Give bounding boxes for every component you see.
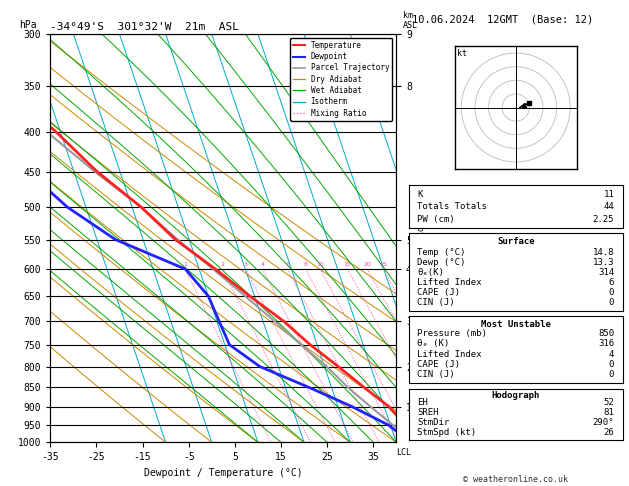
Text: 0: 0 [609, 288, 614, 296]
Text: 13.3: 13.3 [593, 258, 614, 266]
Text: PW (cm): PW (cm) [418, 215, 455, 224]
Text: 6: 6 [286, 262, 289, 267]
Text: 11: 11 [603, 190, 614, 199]
Text: EH: EH [418, 399, 428, 407]
Text: 52: 52 [603, 399, 614, 407]
Text: LCL: LCL [396, 449, 411, 457]
Text: StmSpd (kt): StmSpd (kt) [418, 428, 477, 436]
Text: Dewp (°C): Dewp (°C) [418, 258, 466, 266]
Text: 26: 26 [603, 428, 614, 436]
Text: -34°49'S  301°32'W  21m  ASL: -34°49'S 301°32'W 21m ASL [50, 22, 239, 32]
Text: Lifted Index: Lifted Index [418, 278, 482, 287]
Text: 4: 4 [609, 350, 614, 359]
Text: 850: 850 [598, 329, 614, 338]
Text: 3: 3 [243, 262, 248, 267]
Text: 44: 44 [603, 202, 614, 211]
Text: CIN (J): CIN (J) [418, 297, 455, 307]
X-axis label: Dewpoint / Temperature (°C): Dewpoint / Temperature (°C) [144, 468, 303, 478]
Text: 10.06.2024  12GMT  (Base: 12): 10.06.2024 12GMT (Base: 12) [412, 14, 593, 24]
Text: Totals Totals: Totals Totals [418, 202, 487, 211]
Text: 0: 0 [609, 297, 614, 307]
Text: θₑ(K): θₑ(K) [418, 268, 444, 277]
Text: 314: 314 [598, 268, 614, 277]
Text: kt: kt [457, 49, 467, 58]
Text: 1: 1 [183, 262, 187, 267]
Text: Pressure (mb): Pressure (mb) [418, 329, 487, 338]
Text: Lifted Index: Lifted Index [418, 350, 482, 359]
Text: 81: 81 [603, 408, 614, 417]
Text: CIN (J): CIN (J) [418, 370, 455, 380]
Text: CAPE (J): CAPE (J) [418, 288, 460, 296]
Text: 15: 15 [343, 262, 351, 267]
Text: 4: 4 [260, 262, 265, 267]
Text: CAPE (J): CAPE (J) [418, 360, 460, 369]
Text: © weatheronline.co.uk: © weatheronline.co.uk [464, 474, 568, 484]
Text: hPa: hPa [19, 20, 37, 30]
Text: Temp (°C): Temp (°C) [418, 247, 466, 257]
Text: SREH: SREH [418, 408, 439, 417]
Text: StmDir: StmDir [418, 418, 450, 427]
Text: K: K [418, 190, 423, 199]
Text: 8: 8 [304, 262, 308, 267]
Text: 0: 0 [609, 370, 614, 380]
Text: 2.25: 2.25 [593, 215, 614, 224]
Y-axis label: Mixing Ratio (g/kg): Mixing Ratio (g/kg) [418, 191, 426, 286]
Text: Most Unstable: Most Unstable [481, 320, 551, 329]
Text: Surface: Surface [497, 237, 535, 246]
Text: 316: 316 [598, 340, 614, 348]
Text: 25: 25 [379, 262, 387, 267]
Text: 290°: 290° [593, 418, 614, 427]
Legend: Temperature, Dewpoint, Parcel Trajectory, Dry Adiabat, Wet Adiabat, Isotherm, Mi: Temperature, Dewpoint, Parcel Trajectory… [290, 38, 392, 121]
Text: 20: 20 [364, 262, 371, 267]
Text: 10: 10 [316, 262, 324, 267]
Text: Hodograph: Hodograph [492, 391, 540, 400]
Text: 0: 0 [609, 360, 614, 369]
Text: 6: 6 [609, 278, 614, 287]
Text: 14.8: 14.8 [593, 247, 614, 257]
Text: θₑ (K): θₑ (K) [418, 340, 450, 348]
Text: 2: 2 [220, 262, 225, 267]
Text: km
ASL: km ASL [403, 11, 418, 30]
